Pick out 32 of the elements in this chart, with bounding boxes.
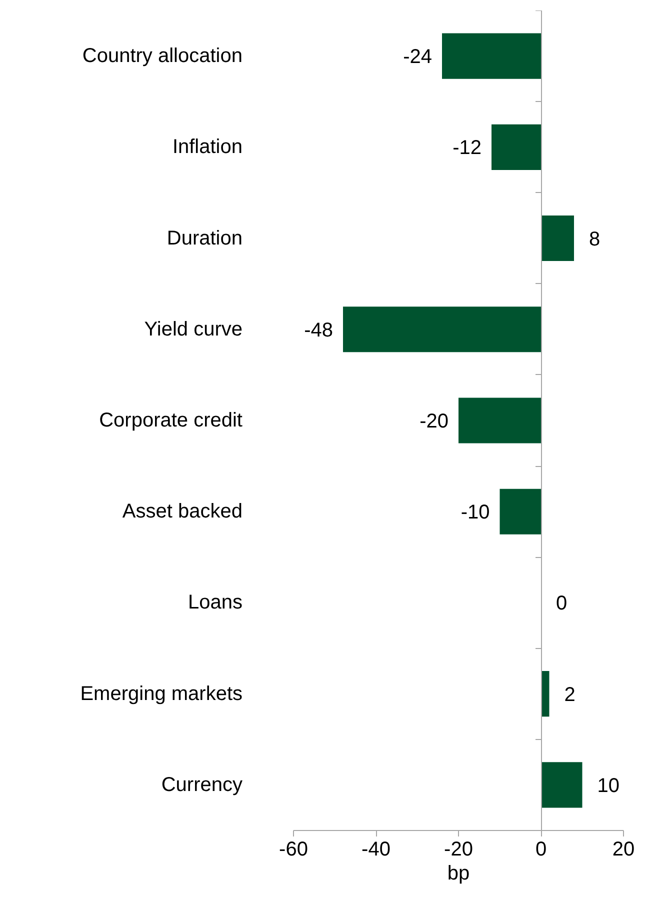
x-tick-label: -60 xyxy=(279,838,308,860)
data-label: -48 xyxy=(304,319,333,342)
bar xyxy=(442,33,541,79)
y-tick-label: Yield curve xyxy=(144,318,243,340)
y-tick-label: Country allocation xyxy=(82,45,243,68)
data-label: 10 xyxy=(597,774,620,797)
data-label: -24 xyxy=(403,46,432,68)
y-tick-label: Emerging markets xyxy=(80,682,243,705)
y-tick-label: Currency xyxy=(161,774,243,796)
bar xyxy=(343,306,541,352)
bar xyxy=(541,216,574,262)
x-tick-label: 20 xyxy=(612,838,635,860)
data-label: -10 xyxy=(460,502,490,524)
data-label: 2 xyxy=(564,684,576,706)
data-label: 0 xyxy=(556,592,568,615)
y-tick-label: Duration xyxy=(166,227,243,250)
bar xyxy=(458,398,541,444)
bar xyxy=(541,762,582,808)
bar xyxy=(492,124,541,170)
bar xyxy=(541,671,550,717)
data-label: -12 xyxy=(452,137,482,160)
y-tick-label: Loans xyxy=(188,592,243,614)
y-tick-label: Asset backed xyxy=(122,500,243,523)
data-label: -20 xyxy=(420,410,448,432)
y-tick-label: Inflation xyxy=(172,136,243,158)
x-tick-label: -20 xyxy=(444,838,473,860)
bar xyxy=(500,488,541,534)
x-tick-label: -40 xyxy=(362,838,390,860)
data-label: 8 xyxy=(589,228,600,250)
y-tick-label: Corporate credit xyxy=(99,410,243,432)
x-tick-label: 0 xyxy=(535,838,547,860)
x-axis-title: bp xyxy=(447,862,470,884)
